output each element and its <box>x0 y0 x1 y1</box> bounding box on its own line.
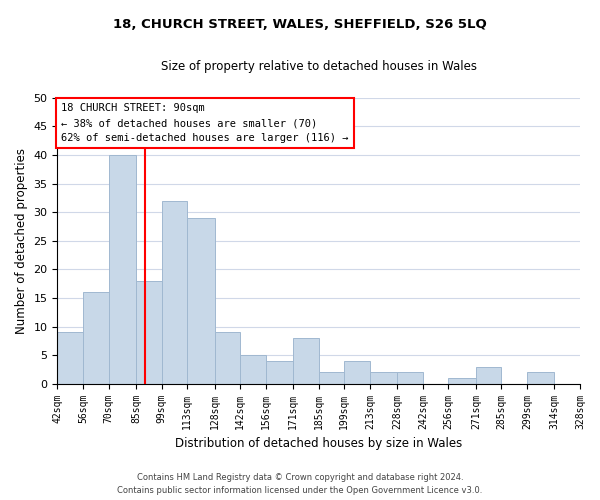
X-axis label: Distribution of detached houses by size in Wales: Distribution of detached houses by size … <box>175 437 463 450</box>
Bar <box>240 355 266 384</box>
Bar <box>109 155 136 384</box>
Bar <box>319 372 344 384</box>
Y-axis label: Number of detached properties: Number of detached properties <box>15 148 28 334</box>
Bar <box>83 292 109 384</box>
Bar <box>293 338 319 384</box>
Bar <box>136 281 161 384</box>
Bar <box>397 372 423 384</box>
Bar <box>187 218 215 384</box>
Bar <box>266 361 293 384</box>
Text: Contains HM Land Registry data © Crown copyright and database right 2024.
Contai: Contains HM Land Registry data © Crown c… <box>118 474 482 495</box>
Text: 18 CHURCH STREET: 90sqm
← 38% of detached houses are smaller (70)
62% of semi-de: 18 CHURCH STREET: 90sqm ← 38% of detache… <box>61 104 349 143</box>
Bar <box>476 366 502 384</box>
Bar <box>527 372 554 384</box>
Text: 18, CHURCH STREET, WALES, SHEFFIELD, S26 5LQ: 18, CHURCH STREET, WALES, SHEFFIELD, S26… <box>113 18 487 30</box>
Title: Size of property relative to detached houses in Wales: Size of property relative to detached ho… <box>161 60 477 73</box>
Bar <box>344 361 370 384</box>
Bar <box>215 332 240 384</box>
Bar <box>448 378 476 384</box>
Bar <box>370 372 397 384</box>
Bar <box>161 200 187 384</box>
Bar <box>58 332 83 384</box>
